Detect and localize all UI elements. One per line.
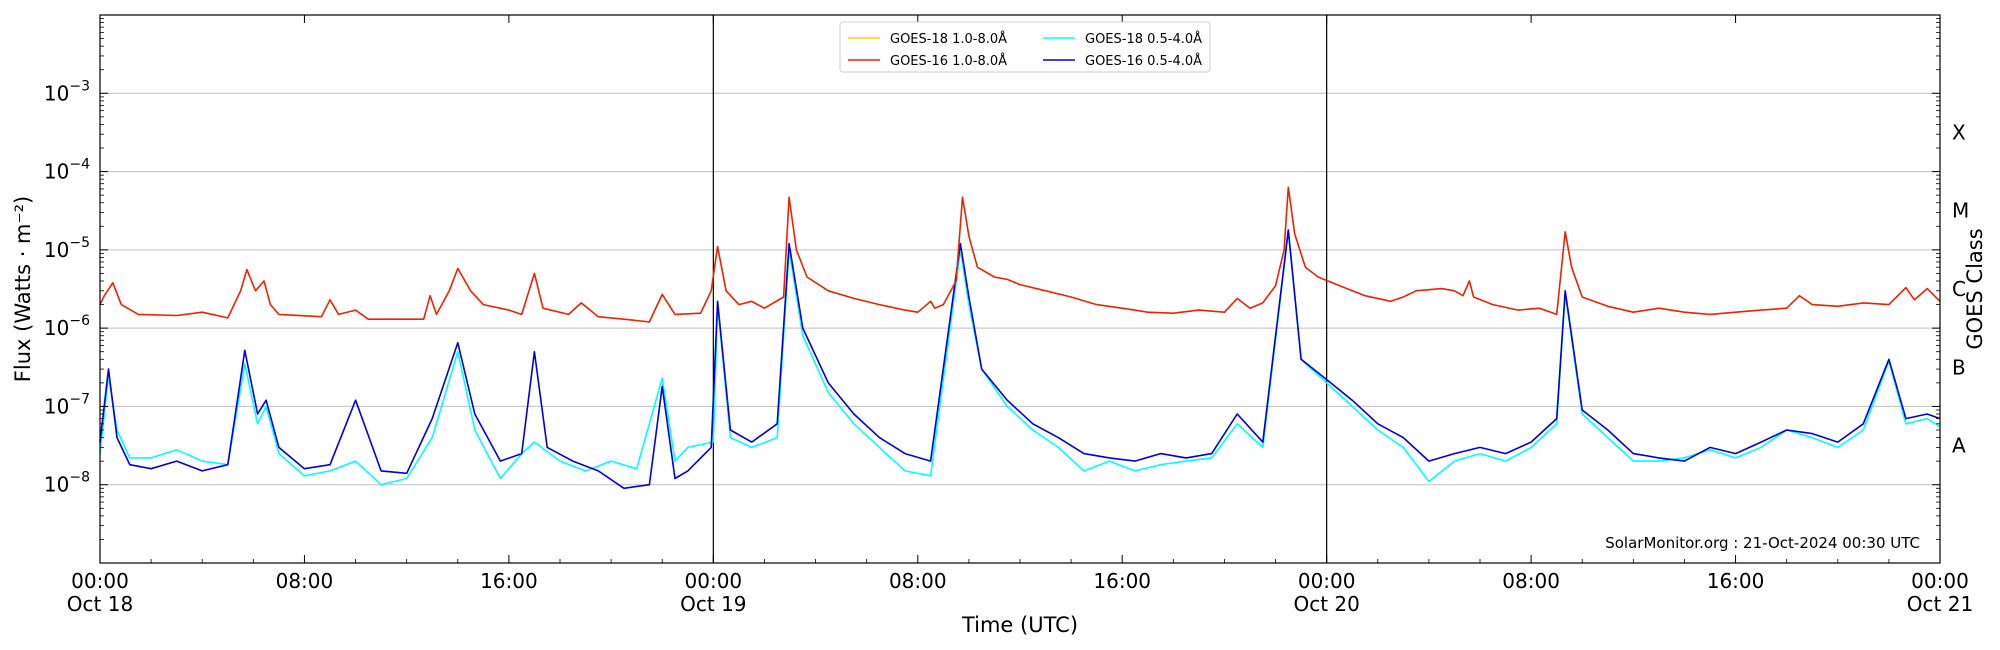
goes-class-layer: A B C M X (1952, 120, 1969, 457)
x-tick-time-label: 00:00 (71, 569, 129, 593)
goes-class-label-a: A (1952, 434, 1966, 458)
x-tick-date-label: Oct 18 (67, 592, 133, 616)
goes-class-label-m: M (1952, 199, 1969, 223)
series-line-2 (99, 231, 1941, 486)
legend-label-3: GOES-16 0.5-4.0Å (1085, 53, 1202, 69)
y-tick-label: 10−7 (44, 391, 90, 418)
goes-class-label-x: X (1952, 120, 1966, 144)
x-tick-time-label: 16:00 (480, 569, 538, 593)
x-tick-time-label: 00:00 (685, 569, 743, 593)
x-tick-time-label: 16:00 (1093, 569, 1151, 593)
legend-box (839, 21, 1211, 73)
x-tick-time-label: 08:00 (276, 569, 334, 593)
x-tick-date-label: Oct 19 (680, 592, 746, 616)
x-tick-time-label: 00:00 (1298, 569, 1356, 593)
y-tick-label: 10−6 (44, 313, 90, 340)
goes-class-label-c: C (1952, 277, 1966, 301)
legend-label-1: GOES-16 1.0-8.0Å (890, 53, 1007, 69)
x-tick-date-label: Oct 20 (1293, 592, 1359, 616)
legend-label-0: GOES-18 1.0-8.0Å (890, 31, 1007, 47)
day-lines-layer (712, 15, 1328, 563)
y-axis-title: Flux (Watts · m⁻²) (11, 196, 35, 382)
legend-label-2: GOES-18 0.5-4.0Å (1085, 31, 1202, 47)
series-line-3 (99, 229, 1941, 490)
x-tick-time-label: 08:00 (889, 569, 947, 593)
grid-layer (100, 92, 1940, 486)
x-axis-title: Time (UTC) (961, 613, 1078, 637)
legend: GOES-18 1.0-8.0Å GOES-16 1.0-8.0Å GOES-18 … (839, 21, 1211, 73)
y-tick-label: 10−4 (44, 157, 90, 184)
y-tick-label: 10−8 (44, 470, 90, 497)
right-axis-title: GOES Class (1963, 228, 1987, 349)
x-tick-time-label: 08:00 (1502, 569, 1560, 593)
y-ticks-layer: 10−8 10−7 10−6 10−5 10−4 10−3 (44, 18, 1940, 540)
series-line-1 (99, 186, 1941, 323)
y-tick-label: 10−5 (44, 235, 90, 262)
goes-class-label-b: B (1952, 355, 1966, 379)
x-tick-date-label: Oct 21 (1907, 592, 1973, 616)
x-tick-time-label: 16:00 (1707, 569, 1765, 593)
series-layer (99, 186, 1941, 490)
x-tick-time-label: 00:00 (1911, 569, 1969, 593)
credit-text: SolarMonitor.org : 21-Oct-2024 00:30 UTC (1605, 534, 1920, 552)
y-tick-label: 10−3 (44, 78, 90, 105)
